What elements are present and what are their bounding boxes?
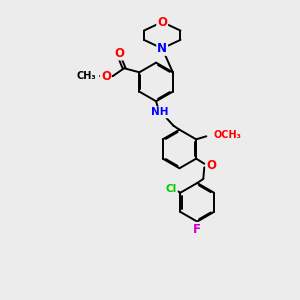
Text: NH: NH — [152, 107, 169, 117]
Text: N: N — [157, 42, 167, 55]
Text: CH₃: CH₃ — [76, 71, 96, 81]
Text: O: O — [207, 159, 217, 172]
Text: OCH₃: OCH₃ — [213, 130, 241, 140]
Text: O: O — [157, 16, 167, 28]
Text: O: O — [101, 70, 111, 83]
Text: O: O — [114, 46, 124, 59]
Text: F: F — [193, 223, 201, 236]
Text: Cl: Cl — [166, 184, 177, 194]
